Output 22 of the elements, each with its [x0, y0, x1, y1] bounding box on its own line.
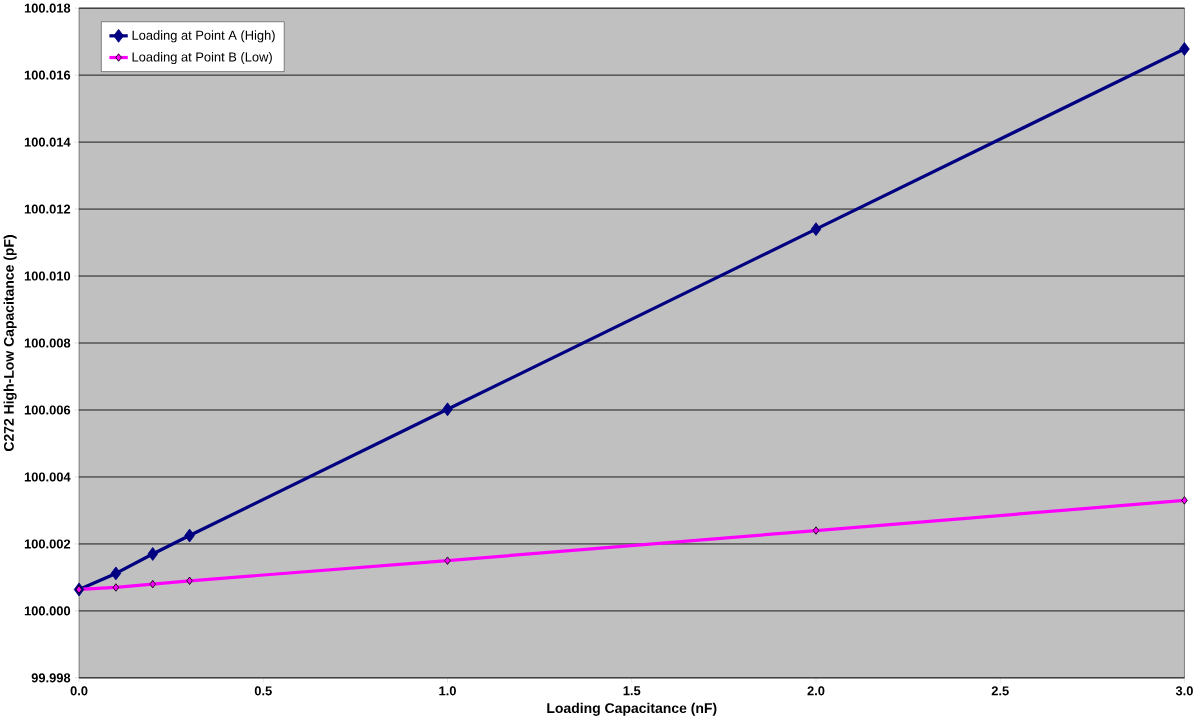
x-tick-label: 1.0	[439, 686, 456, 696]
y-tick-label: 100.000	[24, 606, 71, 616]
y-tick-label: 99.998	[31, 673, 71, 683]
y-tick-label: 100.002	[24, 539, 71, 549]
legend-label: Loading at Point B (Low)	[132, 51, 272, 64]
y-tick-label: 100.010	[24, 271, 71, 281]
x-tick-label: 0.0	[70, 686, 88, 696]
y-tick-label: 100.012	[24, 204, 71, 214]
x-tick-label: 0.5	[254, 686, 272, 696]
y-tick-label: 100.018	[24, 3, 71, 13]
legend-label: Loading at Point A (High)	[132, 30, 275, 43]
x-tick-label: 2.0	[807, 686, 825, 696]
x-tick-label: 2.5	[991, 686, 1009, 696]
y-tick-label: 100.008	[24, 338, 71, 348]
y-tick-label: 100.016	[24, 70, 71, 80]
x-tick-label: 1.5	[623, 686, 641, 696]
y-tick-label: 100.004	[24, 472, 71, 482]
x-axis-title: Loading Capacitance (nF)	[547, 702, 717, 716]
y-tick-label: 100.006	[24, 405, 71, 415]
y-tick-label: 100.014	[24, 137, 71, 147]
x-tick-label: 3.0	[1175, 686, 1193, 696]
y-axis-title: C272 High-Low Capacitance (pF)	[3, 234, 17, 451]
